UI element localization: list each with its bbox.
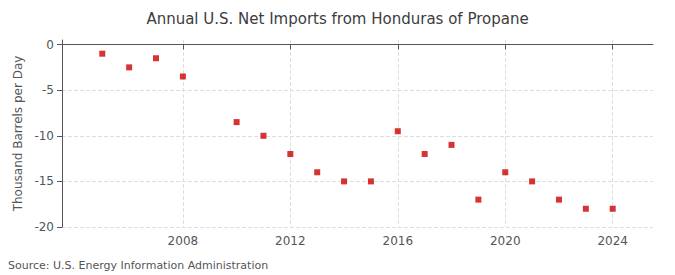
svg-text:2008: 2008 [168,234,199,248]
svg-text:2016: 2016 [383,234,414,248]
svg-text:Annual U.S. Net Imports from H: Annual U.S. Net Imports from Honduras of… [146,10,528,28]
svg-text:Source: U.S. Energy Informatio: Source: U.S. Energy Information Administ… [8,259,268,272]
svg-text:-20: -20 [34,220,54,234]
svg-text:0: 0 [46,38,54,52]
svg-text:2024: 2024 [597,234,628,248]
svg-text:-5: -5 [42,83,54,97]
svg-text:Thousand Barrels per Day: Thousand Barrels per Day [11,56,25,213]
svg-text:-15: -15 [34,174,54,188]
svg-text:-10: -10 [34,129,54,143]
svg-text:2012: 2012 [275,234,306,248]
svg-text:2020: 2020 [490,234,521,248]
